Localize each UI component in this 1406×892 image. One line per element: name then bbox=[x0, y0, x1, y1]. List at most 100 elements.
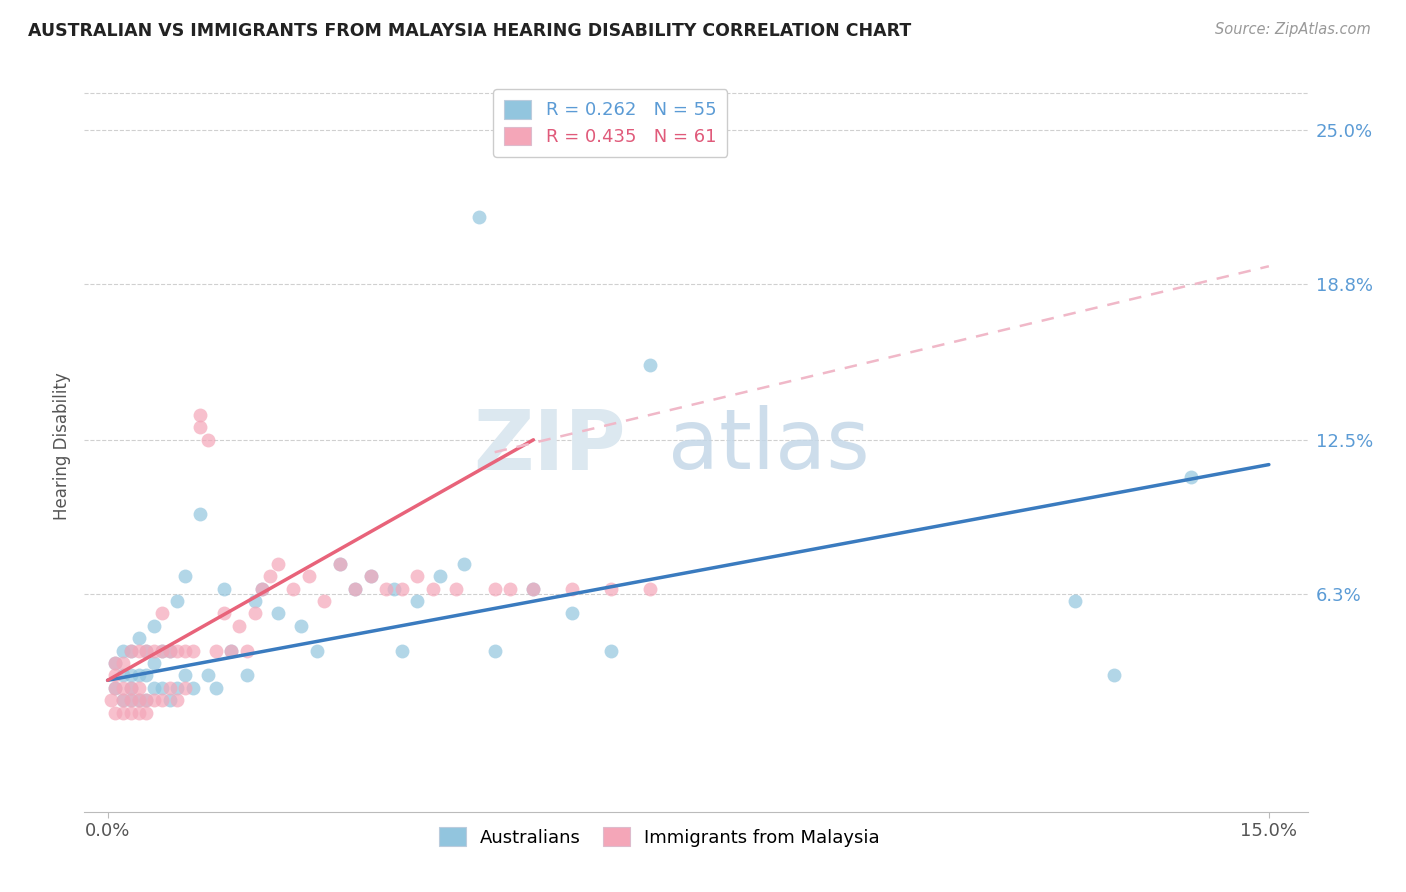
Point bbox=[166, 643, 188, 657]
Point bbox=[135, 668, 157, 682]
Point bbox=[190, 420, 212, 434]
Point bbox=[174, 643, 197, 657]
Point bbox=[221, 643, 243, 657]
Text: Source: ZipAtlas.com: Source: ZipAtlas.com bbox=[1215, 22, 1371, 37]
Point bbox=[360, 569, 382, 583]
Point bbox=[638, 582, 661, 596]
Point bbox=[174, 681, 197, 695]
Point bbox=[135, 693, 157, 707]
Point bbox=[135, 643, 157, 657]
Point bbox=[135, 693, 157, 707]
Point bbox=[522, 582, 544, 596]
Point bbox=[236, 668, 259, 682]
Point bbox=[143, 619, 166, 633]
Point bbox=[252, 582, 274, 596]
Point bbox=[135, 706, 157, 720]
Point bbox=[406, 594, 429, 608]
Point bbox=[166, 693, 188, 707]
Point bbox=[190, 408, 212, 422]
Point bbox=[112, 681, 135, 695]
Point bbox=[212, 607, 235, 621]
Point bbox=[360, 569, 382, 583]
Point bbox=[128, 693, 150, 707]
Point bbox=[1102, 668, 1125, 682]
Point bbox=[150, 643, 173, 657]
Point bbox=[112, 668, 135, 682]
Point bbox=[174, 668, 197, 682]
Point bbox=[120, 643, 142, 657]
Point bbox=[638, 359, 661, 373]
Point bbox=[561, 582, 583, 596]
Point bbox=[484, 582, 506, 596]
Point bbox=[499, 582, 522, 596]
Y-axis label: Hearing Disability: Hearing Disability bbox=[53, 372, 72, 520]
Point bbox=[205, 643, 228, 657]
Point bbox=[120, 681, 142, 695]
Point bbox=[190, 507, 212, 521]
Point bbox=[104, 668, 127, 682]
Point bbox=[104, 656, 127, 670]
Point bbox=[599, 643, 621, 657]
Legend: Australians, Immigrants from Malaysia: Australians, Immigrants from Malaysia bbox=[432, 820, 887, 854]
Point bbox=[391, 643, 413, 657]
Point bbox=[128, 693, 150, 707]
Point bbox=[406, 569, 429, 583]
Point bbox=[135, 643, 157, 657]
Point bbox=[159, 643, 181, 657]
Point bbox=[314, 594, 336, 608]
Point bbox=[143, 693, 166, 707]
Point bbox=[104, 681, 127, 695]
Point bbox=[150, 607, 173, 621]
Point bbox=[1180, 470, 1202, 484]
Point bbox=[422, 582, 444, 596]
Text: ZIP: ZIP bbox=[472, 406, 626, 486]
Point bbox=[174, 569, 197, 583]
Point bbox=[329, 557, 352, 571]
Text: atlas: atlas bbox=[668, 406, 870, 486]
Point bbox=[1064, 594, 1087, 608]
Point bbox=[221, 643, 243, 657]
Point bbox=[166, 594, 188, 608]
Point bbox=[484, 643, 506, 657]
Point bbox=[112, 706, 135, 720]
Point bbox=[159, 643, 181, 657]
Point bbox=[128, 681, 150, 695]
Point bbox=[143, 643, 166, 657]
Point bbox=[522, 582, 544, 596]
Point bbox=[128, 643, 150, 657]
Point bbox=[120, 668, 142, 682]
Point bbox=[112, 643, 135, 657]
Point bbox=[444, 582, 467, 596]
Point bbox=[112, 656, 135, 670]
Point bbox=[429, 569, 451, 583]
Point bbox=[298, 569, 321, 583]
Point bbox=[212, 582, 235, 596]
Point bbox=[120, 693, 142, 707]
Point bbox=[112, 693, 135, 707]
Point bbox=[143, 681, 166, 695]
Point bbox=[267, 607, 290, 621]
Point bbox=[159, 693, 181, 707]
Point bbox=[468, 210, 491, 224]
Point bbox=[259, 569, 281, 583]
Point bbox=[290, 619, 312, 633]
Point bbox=[391, 582, 413, 596]
Point bbox=[228, 619, 250, 633]
Point bbox=[305, 643, 328, 657]
Point bbox=[128, 668, 150, 682]
Point bbox=[344, 582, 367, 596]
Point bbox=[128, 706, 150, 720]
Point bbox=[159, 681, 181, 695]
Point bbox=[104, 656, 127, 670]
Point bbox=[120, 693, 142, 707]
Point bbox=[382, 582, 405, 596]
Point bbox=[143, 656, 166, 670]
Point bbox=[150, 681, 173, 695]
Point bbox=[453, 557, 475, 571]
Point bbox=[120, 643, 142, 657]
Point bbox=[166, 681, 188, 695]
Point bbox=[181, 643, 204, 657]
Point bbox=[344, 582, 367, 596]
Point bbox=[150, 643, 173, 657]
Point bbox=[283, 582, 305, 596]
